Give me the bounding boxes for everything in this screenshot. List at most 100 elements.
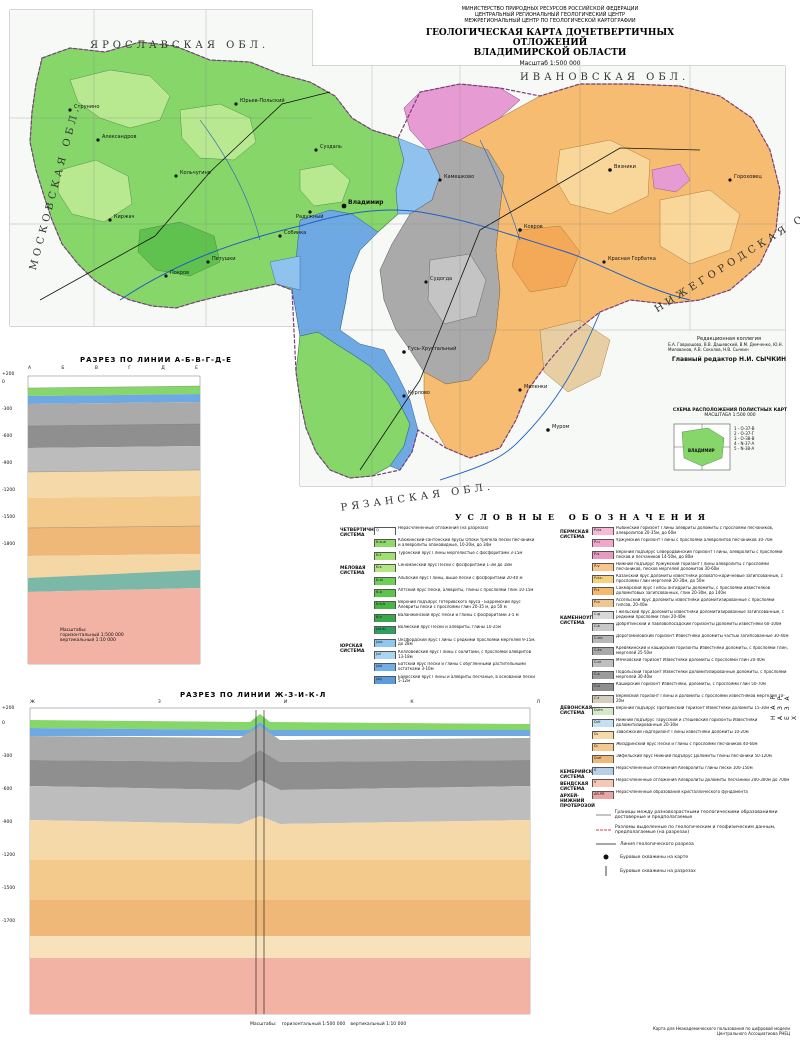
index-sheet-5: 5 - N-38-А	[734, 446, 755, 451]
legend-code: P₂s	[594, 552, 600, 556]
city-label-kameshkovo: Камешково	[444, 174, 475, 180]
legend-swatch	[374, 576, 396, 585]
legend-text: Нерасчлененные отложения (на разрезах)	[398, 526, 489, 530]
legend-text: Аптский ярус Пески, алевриты, глины с пр…	[398, 588, 534, 592]
editorial-board: Редакционная коллегия Б.А. Гаврюшова, В.…	[668, 336, 790, 363]
legend-code: P₂kz	[594, 528, 602, 532]
legend-item: K₂s Сеноманский ярус Пески с фосфоритами …	[374, 563, 540, 573]
legend-code: C₁v	[594, 684, 600, 688]
legend-code: P₁a	[594, 600, 600, 604]
symbol-label: Разломы выделенные по геологическим и ге…	[615, 825, 776, 835]
legend-item: D₂ef Эйфельский ярус Нижний подъярус Доло…	[592, 754, 792, 763]
city-marker-kolchugino	[174, 174, 178, 178]
legend-code: D₂	[594, 744, 599, 748]
city-marker-petushki	[206, 260, 210, 264]
legend-group-vendian: ВЕНДСКАЯ СИСТЕМА	[560, 782, 589, 792]
legend-swatch	[374, 589, 396, 597]
s1-depth: -1200	[2, 488, 16, 493]
legend-code: AR-PR	[594, 792, 605, 796]
legend-code: C₂vr	[594, 660, 602, 664]
legend-item: Є Нерасчлененные отложения Алевролиты гли…	[592, 766, 792, 775]
legend-swatch	[374, 626, 396, 635]
legend-code: P₂v	[594, 564, 600, 568]
city-label-gorokhovets: Гороховец	[734, 174, 762, 180]
legend-code: V	[594, 780, 597, 784]
index-map-graphic	[673, 423, 731, 471]
legend-group-archean: АРХЕЙ-НИЖНИЙ ПРОТЕРОЗОЙ	[560, 794, 595, 809]
legend-swatch	[374, 601, 396, 610]
legend-code: P₂kz₁	[594, 576, 603, 580]
city-label-strunino: Струнино	[74, 104, 100, 110]
city-label-kovrov: Ковров	[524, 224, 543, 230]
city-marker-strunino	[68, 108, 72, 112]
legend-code: P₂u	[594, 540, 600, 544]
s2-point-i: И	[283, 700, 288, 705]
city-marker-selivanovo	[602, 260, 606, 264]
legend-item: K₁a Аптский ярус Пески, алевриты, глины с…	[374, 588, 540, 597]
legend-text: Батский ярус Пески и глины с обугленными…	[398, 662, 526, 671]
legend-code: J₃tt-K₁	[376, 627, 387, 632]
legend-code: C₂ks	[594, 648, 602, 652]
legend-item: K₁v Валанжинский ярус Пески и глины с фос…	[374, 613, 540, 622]
section1-points: А Б В Г Д Е	[28, 366, 198, 371]
s1-point-a: А	[28, 366, 32, 371]
city-marker-suzdal	[314, 148, 318, 152]
ministry-line-3: МЕЖРЕГИОНАЛЬНЫЙ ЦЕНТР ПО ГЕОЛОГИЧЕСКОЙ К…	[464, 18, 636, 24]
legend-text: Верхний подъярус Северодвинский горизонт…	[616, 550, 783, 559]
legend-swatch	[592, 767, 614, 775]
cretaceous-light-1	[69, 69, 171, 129]
legend-swatch	[592, 779, 614, 787]
s1-scale-h: горизонтальный 1:500 000	[60, 633, 124, 638]
city-marker-kovrov	[518, 228, 522, 232]
city-label-suzdal: Суздаль	[320, 144, 342, 150]
legend-item: C₁v Каширский горизонт Известняки, доломи…	[592, 682, 792, 691]
legend-group-cretaceous: МЕЛОВАЯ СИСТЕМА	[340, 566, 366, 576]
symbol-wells-section: Буровые скважины на разрезах	[596, 866, 792, 876]
legend-code: J₂bt	[376, 664, 383, 669]
geological-map[interactable]	[0, 0, 800, 510]
legend-swatch	[592, 527, 614, 535]
city-marker-gus	[402, 350, 406, 354]
legend-group-carboniferous: КАМЕННОУГОЛЬНАЯ СИСТЕМА	[560, 616, 615, 626]
s2-point-zh: Ж	[30, 700, 35, 705]
legend-swatch	[374, 663, 396, 672]
legend-group-jurassic: ЮРСКАЯ СИСТЕМА	[340, 644, 365, 654]
legend-text: Верхний подъярус готеривского яруса - Ба…	[398, 600, 521, 609]
city-markers	[68, 102, 732, 432]
legend-item: P₁s Сакмарский ярус Гипсы ангидриты долом…	[592, 586, 792, 595]
permian-dark	[511, 225, 581, 293]
legend-item: K₁h-b Верхний подъярус готеривского яруса…	[374, 600, 540, 610]
map-scale: Масштаб 1:500 000	[519, 60, 581, 67]
legend-code: P₁s	[594, 588, 600, 592]
legend-title: УСЛОВНЫЕ ОБОЗНАЧЕНИЯ	[455, 512, 711, 522]
legend-item: P₂kz Рыбинский горизонт Глины алевриты до…	[592, 526, 792, 535]
city-marker-kurlovo	[402, 394, 406, 398]
legend-item: Q Нерасчлененные отложения (на разрезах)	[374, 526, 540, 535]
symbol-label: Буровые скважины на разрезах	[620, 868, 696, 874]
legend-item: C₂mc Дорогомиловский горизонт Известняки …	[592, 634, 792, 643]
legend-item: J₃ox Оксфордский ярус Глины с редкими про…	[374, 638, 540, 647]
legend-code: Є	[594, 768, 597, 772]
permian-light-2	[659, 189, 741, 265]
oka-river	[439, 311, 601, 481]
legend-group-quaternary: ЧЕТВЕРТИЧНАЯ СИСТЕМА	[340, 528, 381, 538]
legend-text: Мячковский горизонт Известняки доломиты …	[616, 658, 765, 662]
legend-swatch	[592, 755, 614, 763]
ministry-line-2: ЦЕНТРАЛЬНЫЙ РЕГИОНАЛЬНЫЙ ГЕОЛОГИЧЕСКИЙ Ц…	[475, 12, 625, 18]
city-label-selivanovo: Красная Горбатка	[608, 256, 656, 262]
legend-item: C₁t Верейский горизонт Глины и доломиты с…	[592, 694, 792, 703]
legend-item: D₃fr Нижний подъярус Тарусский и стешевск…	[592, 718, 792, 727]
city-marker-sudogda	[424, 280, 428, 284]
s2-point-k: К	[410, 700, 414, 705]
s2-point-z: З	[157, 700, 161, 705]
city-label-kirzhach: Киржач	[114, 214, 135, 220]
index-map-city: ВЛАДИМИР	[688, 448, 715, 453]
legend-code: D₃fr	[594, 720, 601, 724]
s1-depth: -600	[2, 434, 13, 439]
chief-editor: Главный редактор Н.И. СЫЧКИН	[671, 356, 787, 363]
city-marker-raduzhny	[308, 210, 312, 214]
legend-text: Нижний подъярус Уржумский горизонт Глины…	[616, 562, 769, 571]
editorial-members: Б.А. Гаврюшова, В.В. Дашевский, В.М. Дем…	[668, 342, 783, 352]
legend-swatch	[592, 575, 614, 583]
right-vertical-text: Н А Р А З Р Е З А Х	[770, 693, 798, 720]
